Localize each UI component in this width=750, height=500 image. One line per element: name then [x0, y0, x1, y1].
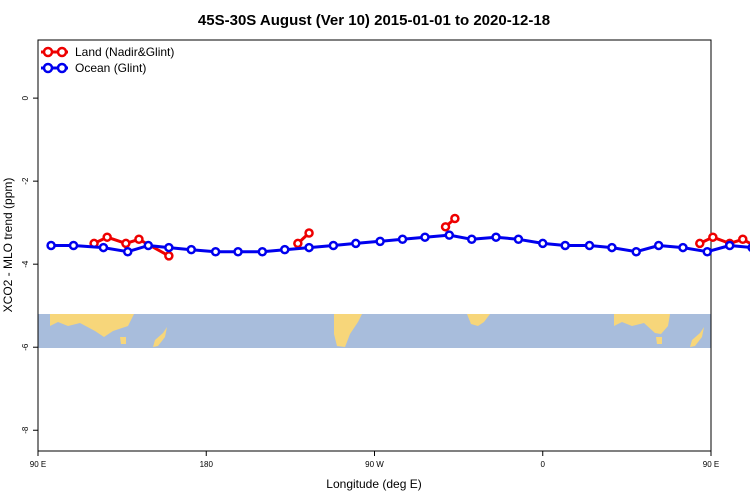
- data-point: [98, 242, 109, 253]
- map-land-australia: [50, 314, 134, 337]
- legend-swatch-marker-left: [42, 62, 54, 74]
- data-point: [233, 246, 243, 257]
- data-point: [210, 246, 221, 257]
- data-point: [164, 242, 174, 253]
- data-point: [351, 238, 361, 249]
- data-point: [46, 240, 56, 251]
- legend-label: Ocean (Glint): [75, 61, 146, 75]
- data-point: [134, 234, 144, 245]
- data-point: [631, 246, 641, 257]
- x-tick-label: 90 E: [30, 460, 46, 469]
- map-land-australia-repeat: [614, 314, 670, 334]
- data-point: [121, 238, 131, 249]
- series-layer: [46, 213, 750, 261]
- data-point: [143, 240, 154, 251]
- x-axis: 90 E 180 90 W 0 90 E: [30, 451, 719, 469]
- y-tick-label: 0: [21, 95, 30, 100]
- y-tick-label: -2: [21, 177, 30, 185]
- map-land-tasmania-repeat: [656, 337, 662, 344]
- legend: Land (Nadir&Glint) Ocean (Glint): [41, 45, 174, 75]
- data-point: [513, 234, 524, 245]
- data-point: [653, 240, 664, 251]
- map-land-new-zealand-repeat: [690, 327, 704, 347]
- data-point: [678, 242, 688, 253]
- y-tick-label: -4: [21, 260, 30, 268]
- x-tick-label: 180: [200, 460, 214, 469]
- data-point: [695, 238, 705, 249]
- map-ocean: [38, 314, 711, 348]
- data-point: [450, 213, 460, 224]
- data-point: [102, 232, 112, 242]
- data-point: [607, 242, 617, 253]
- map-land-new-zealand: [153, 327, 167, 347]
- y-tick-label: -6: [21, 343, 30, 351]
- y-tick-label: -8: [21, 426, 30, 434]
- x-tick-label: 90 E: [703, 460, 719, 469]
- y-axis-label: XCO2 - MLO trend (ppm): [1, 178, 15, 313]
- map-land-south-america: [334, 314, 362, 347]
- data-point: [68, 240, 79, 251]
- legend-swatch-marker-right: [56, 62, 68, 74]
- data-point: [584, 240, 595, 251]
- map-land-tasmania: [120, 337, 126, 344]
- data-point: [702, 246, 713, 257]
- legend-label: Land (Nadir&Glint): [75, 45, 174, 59]
- data-point: [164, 251, 174, 261]
- data-point: [328, 240, 339, 251]
- world-map-band: [38, 314, 711, 348]
- x-tick-label: 90 W: [365, 460, 384, 469]
- chart-title: 45S-30S August (Ver 10) 2015-01-01 to 20…: [198, 12, 550, 29]
- data-point: [491, 232, 501, 242]
- legend-swatch-marker-right: [56, 46, 68, 58]
- x-axis-label: Longitude (deg E): [326, 477, 421, 491]
- data-point: [186, 244, 197, 255]
- data-point: [280, 244, 290, 255]
- map-land-africa: [467, 314, 490, 326]
- legend-swatch-marker-left: [42, 46, 54, 58]
- y-axis: 0 -2 -4 -6 -8: [21, 95, 38, 434]
- data-point: [257, 246, 268, 257]
- data-point: [122, 246, 133, 257]
- data-point: [375, 236, 385, 247]
- data-point: [444, 230, 455, 240]
- data-point: [538, 238, 548, 249]
- data-point: [724, 240, 735, 251]
- data-point: [738, 234, 748, 245]
- data-point: [440, 222, 451, 232]
- data-point: [304, 228, 314, 238]
- x-tick-label: 0: [541, 460, 546, 469]
- data-point: [293, 238, 303, 249]
- data-point: [708, 232, 718, 242]
- data-point: [397, 234, 408, 245]
- data-point: [560, 240, 570, 251]
- data-point: [304, 242, 314, 253]
- data-point: [466, 234, 477, 245]
- data-point: [420, 232, 430, 242]
